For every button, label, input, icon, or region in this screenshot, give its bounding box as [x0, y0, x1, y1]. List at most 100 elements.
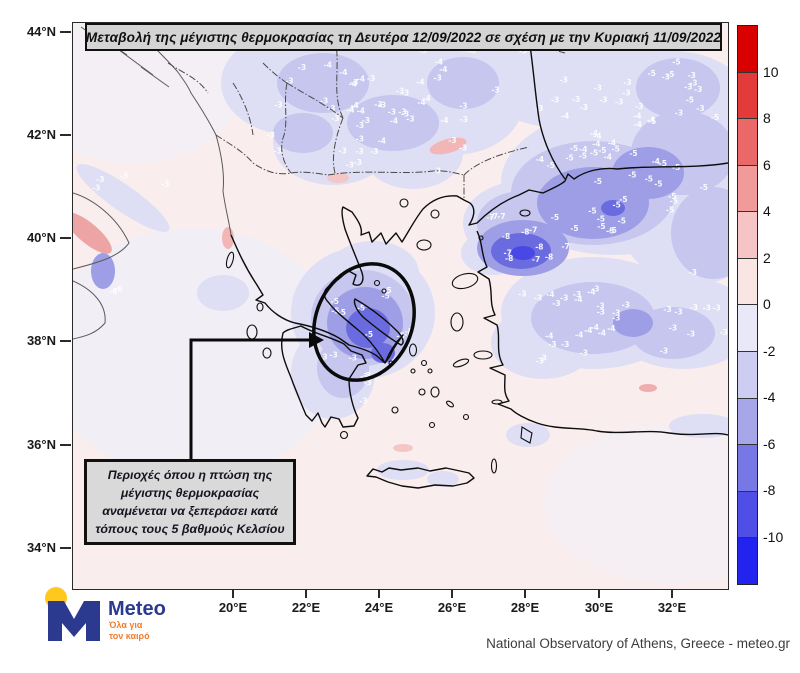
grid-value-label: -5: [686, 96, 694, 105]
grid-value-label: -3: [359, 396, 367, 405]
grid-value-label: -3: [635, 102, 643, 111]
grid-value-label: -4: [378, 137, 386, 146]
grid-value-label: -5: [648, 117, 656, 126]
colorbar-segment: [738, 165, 757, 213]
lon-tick-mark: [598, 589, 600, 598]
grid-value-label: -3: [663, 305, 671, 314]
grid-value-label: -3: [689, 79, 697, 88]
grid-value-label: -5: [365, 330, 373, 339]
grid-value-label: -3: [267, 131, 275, 140]
lat-tick-mark: [60, 237, 71, 239]
lon-tick-mark: [671, 589, 673, 598]
grid-value-label: -4: [350, 101, 358, 110]
grid-value-label: -5: [666, 70, 674, 79]
grid-value-label: -4: [634, 120, 642, 129]
lon-tick-mark: [305, 589, 307, 598]
grid-value-label: -5: [666, 206, 674, 215]
grid-value-label: -4: [439, 65, 447, 74]
grid-value-label: -5: [598, 146, 606, 155]
grid-value-label: -3: [599, 96, 607, 105]
grid-value-label: -3: [273, 147, 281, 156]
lon-tick-mark: [378, 589, 380, 598]
colorbar-tick-label: -2: [763, 342, 776, 359]
lat-tick-label: 40°N: [26, 230, 56, 245]
lat-tick-mark: [60, 340, 71, 342]
grid-value-label: -3: [703, 303, 711, 312]
grid-value-label: -3: [560, 294, 568, 303]
grid-value-label: -6: [114, 284, 122, 293]
grid-value-label: -3: [662, 73, 670, 82]
grid-value-label: -4: [357, 107, 365, 116]
grid-value-label: -3: [684, 83, 692, 92]
grid-value-label: -4: [593, 132, 601, 141]
grid-value-label: -3: [552, 299, 560, 308]
grid-value-label: -3: [367, 74, 375, 83]
map-title: Μεταβολή της μέγιστης θερμοκρασίας τη Δε…: [85, 23, 722, 51]
grid-value-label: -5: [383, 286, 391, 295]
grid-value-label: -3: [274, 101, 282, 110]
grid-value-label: -4: [592, 139, 600, 148]
grid-value-label: -3: [580, 103, 588, 112]
grid-value-label: -4: [390, 117, 398, 126]
lon-tick-label: 26°E: [437, 600, 467, 615]
lon-tick-mark: [232, 589, 234, 598]
colorbar-segment: [738, 26, 757, 73]
grid-value-label: -3: [623, 78, 631, 87]
annotation-line: Περιοχές όπου η πτώση της: [107, 468, 273, 482]
grid-value-label: -4: [346, 106, 354, 115]
grid-value-label: -4: [423, 94, 431, 103]
grid-value-label: -5: [700, 183, 708, 192]
grid-value-label: -4: [349, 80, 357, 89]
logo-tagline-line2: τον καιρό: [109, 631, 150, 641]
grid-value-label: -3: [687, 330, 695, 339]
lon-tick-label: 32°E: [657, 600, 687, 615]
grid-value-label: -3: [319, 352, 327, 361]
grid-value-label: -3: [594, 83, 602, 92]
grid-value-label: -3: [551, 96, 559, 105]
grid-value-label: -3: [596, 302, 604, 311]
aegean-ionian-islands: [225, 198, 533, 474]
grid-value-label: -7: [497, 212, 505, 221]
grid-value-label: -3: [364, 378, 372, 387]
lon-tick-label: 28°E: [510, 600, 540, 615]
grid-value-label: -5: [606, 227, 614, 236]
grid-value-label: -5: [551, 213, 559, 222]
grid-value-label: -3: [572, 95, 580, 104]
grid-value-label: -5: [338, 308, 346, 317]
grid-value-label: -4: [598, 328, 606, 337]
grid-value-label: -3: [285, 77, 293, 86]
grid-value-label: -5: [670, 197, 678, 206]
grid-value-label: -4: [574, 295, 582, 304]
grid-value-label: -5: [609, 226, 617, 235]
grid-value-label: -5: [613, 200, 621, 209]
grid-value-label: -3: [675, 109, 683, 118]
grid-value-label: -3: [434, 73, 442, 82]
colorbar-tick-label: 2: [763, 249, 771, 266]
grid-value-label: -3: [688, 71, 696, 80]
annotation-line: μέγιστης θερμοκρασίας: [120, 486, 260, 500]
grid-value-label: -3: [401, 109, 409, 118]
colorbar-segment: [738, 352, 757, 399]
grid-value-label: -3: [327, 104, 335, 113]
grid-value-label: -3: [534, 293, 542, 302]
colorbar-tick-label: 6: [763, 156, 771, 173]
grid-value-label: -4: [647, 116, 655, 125]
grid-value-label: -3: [660, 347, 668, 356]
grid-value-label: -5: [405, 327, 413, 336]
grid-value-label: -5: [668, 192, 676, 201]
grid-value-label: -3: [689, 268, 697, 277]
grid-value-label: -4: [591, 323, 599, 332]
grid-value-label: -3: [346, 161, 354, 170]
colorbar-segment: [738, 212, 757, 259]
grid-value-label: -4: [607, 324, 615, 333]
grid-value-label: -5: [357, 303, 365, 312]
grid-value-label: -5: [629, 149, 637, 158]
grid-value-label: -5: [619, 195, 627, 204]
colorbar-tick-label: 8: [763, 110, 771, 126]
grid-value-label: -8: [545, 253, 553, 262]
grid-value-label: -7: [490, 212, 498, 221]
grid-value-label: -5: [579, 152, 587, 161]
grid-value-label: -7: [529, 226, 537, 235]
grid-value-label: -3: [674, 307, 682, 316]
colorbar-segment: [738, 305, 757, 353]
